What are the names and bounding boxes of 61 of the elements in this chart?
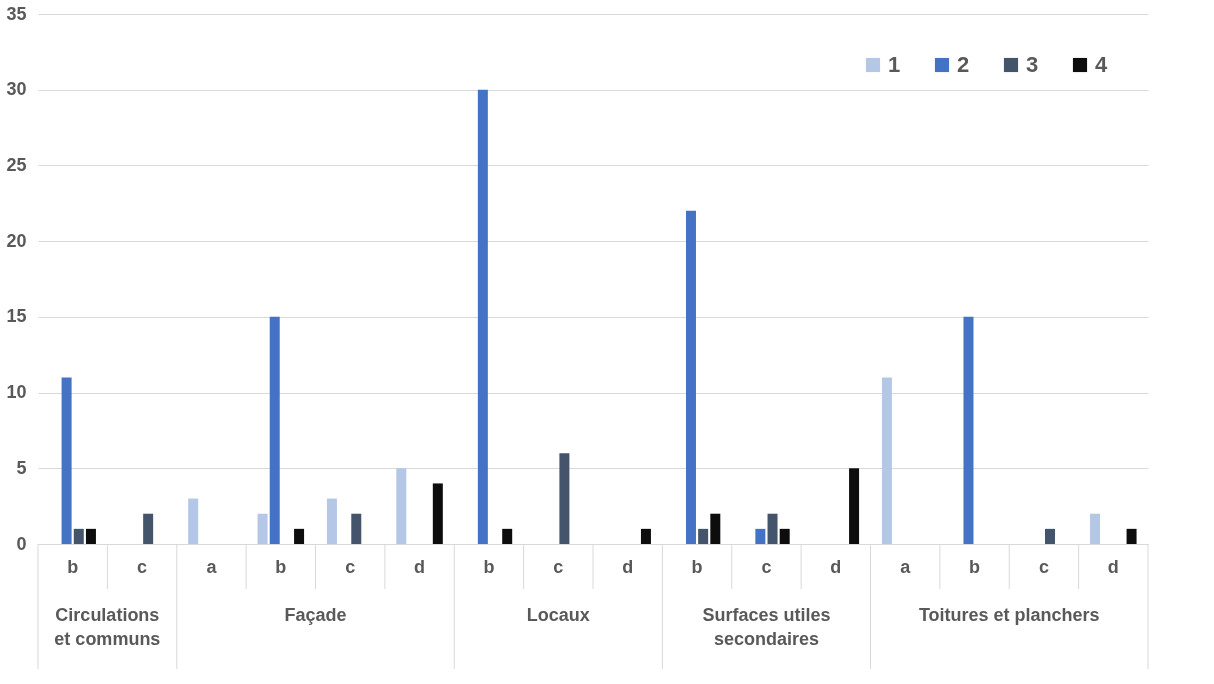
- y-tick-label: 5: [16, 457, 27, 478]
- x-tick-label: d: [830, 556, 842, 577]
- bar: [326, 498, 337, 544]
- bar: [188, 498, 199, 544]
- x-tick-label: b: [67, 556, 79, 577]
- y-tick-label: 25: [6, 154, 27, 175]
- legend-label: 3: [1026, 52, 1039, 77]
- bar: [640, 528, 651, 544]
- x-tick-label: b: [275, 556, 287, 577]
- bar: [1045, 528, 1056, 544]
- y-tick-label: 15: [6, 306, 27, 327]
- bar: [143, 513, 154, 544]
- x-tick-label: a: [900, 556, 912, 577]
- y-tick-label: 0: [16, 533, 27, 554]
- bar: [685, 210, 696, 544]
- text: Toitures et planchers: [918, 605, 1100, 625]
- x-tick-label: b: [691, 556, 703, 577]
- x-tick-label: a: [206, 556, 218, 577]
- x-tick-label: b: [483, 556, 495, 577]
- bar: [294, 528, 305, 544]
- bar: [477, 89, 488, 544]
- bar: [257, 513, 268, 544]
- x-tick-label: c: [1038, 556, 1049, 577]
- bar: [755, 528, 766, 544]
- bar: [1126, 528, 1137, 544]
- y-tick-label: 30: [6, 79, 27, 100]
- bar: [432, 483, 443, 544]
- x-tick-label: b: [969, 556, 981, 577]
- bar: [396, 468, 407, 544]
- y-tick-label: 20: [6, 230, 27, 251]
- legend-label: 1: [888, 52, 901, 77]
- x-tick-label: c: [137, 556, 148, 577]
- legend-label: 4: [1095, 52, 1108, 77]
- x-tick-label: c: [553, 556, 564, 577]
- bar: [849, 468, 860, 544]
- bar: [767, 513, 778, 544]
- x-tick-label: c: [761, 556, 772, 577]
- x-tick-label: c: [345, 556, 356, 577]
- bar: [963, 316, 974, 544]
- bar: [269, 316, 280, 544]
- bar: [61, 377, 72, 544]
- legend-label: 2: [957, 52, 970, 77]
- bar: [881, 377, 892, 544]
- x-tick-label: d: [622, 556, 634, 577]
- bar: [559, 453, 570, 544]
- bar: [502, 528, 513, 544]
- text: Circulations et communs: [54, 605, 161, 649]
- bar: [698, 528, 709, 544]
- text: Locaux: [526, 605, 590, 625]
- bar: [1090, 513, 1101, 544]
- x-tick-label: d: [414, 556, 426, 577]
- x-tick-label: d: [1107, 556, 1119, 577]
- text: Façade: [284, 605, 347, 625]
- bar: [85, 528, 96, 544]
- bar: [351, 513, 362, 544]
- y-tick-label: 35: [6, 3, 27, 24]
- bar: [73, 528, 84, 544]
- text: Surfaces utiles secondaires: [702, 605, 831, 649]
- y-tick-label: 10: [6, 382, 27, 403]
- bar: [779, 528, 790, 544]
- bar: [710, 513, 721, 544]
